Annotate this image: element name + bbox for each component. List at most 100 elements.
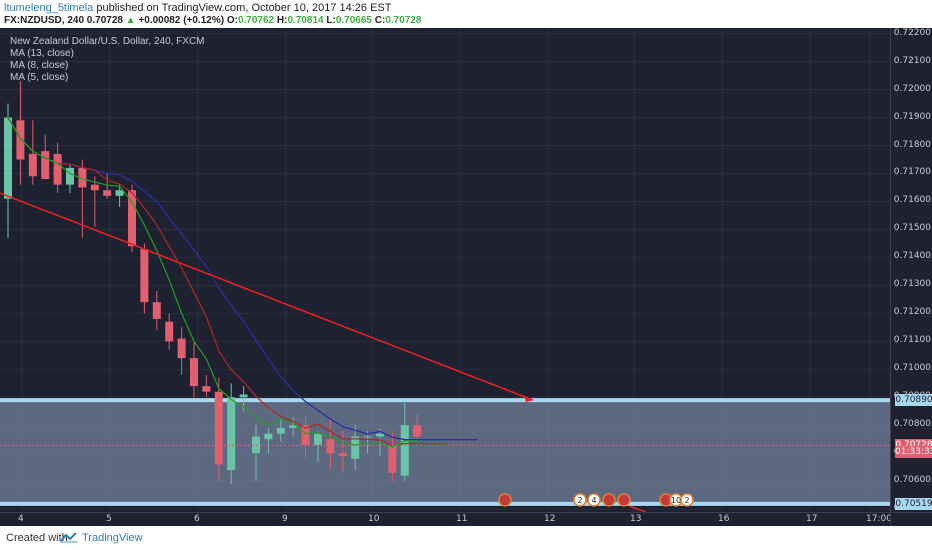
time-tick-label: 11 bbox=[456, 514, 468, 524]
event-marker[interactable] bbox=[602, 493, 616, 507]
candle-body bbox=[214, 391, 223, 465]
event-marker[interactable] bbox=[498, 493, 512, 507]
price-tick-label: 0.71000 bbox=[893, 363, 931, 374]
event-marker-icon bbox=[498, 493, 512, 507]
event-marker-icon bbox=[573, 493, 587, 507]
price-tick-label: 0.71900 bbox=[893, 111, 931, 122]
tradingview-brand-link[interactable]: TradingView bbox=[82, 532, 143, 544]
candle-body bbox=[41, 151, 50, 180]
price-badge: 01:33:33 bbox=[895, 445, 932, 458]
up-arrow-icon: ▲ bbox=[125, 15, 136, 26]
time-tick-label: 5 bbox=[106, 514, 112, 524]
event-marker-count: 10 bbox=[671, 496, 681, 505]
price-badge: 0.70890 bbox=[895, 394, 932, 407]
candle-body bbox=[16, 120, 25, 160]
time-tick-label: 12 bbox=[544, 514, 556, 524]
event-marker[interactable]: 2 bbox=[573, 493, 587, 507]
price-tick-label: 0.72000 bbox=[893, 83, 931, 94]
candle-body bbox=[152, 302, 161, 319]
time-tick-label: 17:00 bbox=[866, 514, 892, 524]
trendline-arrow-icon bbox=[524, 395, 533, 403]
candle-body bbox=[103, 190, 112, 196]
symbol-label[interactable]: FX:NZDUSD, 240 bbox=[4, 15, 85, 26]
candle-body bbox=[90, 184, 99, 191]
event-marker[interactable]: 10 bbox=[669, 493, 683, 507]
candle-body bbox=[400, 425, 409, 476]
time-tick-label: 16 bbox=[718, 514, 730, 524]
price-tick-label: 0.71700 bbox=[893, 167, 931, 178]
candle-body bbox=[128, 190, 136, 247]
price-tick-label: 0.71600 bbox=[893, 195, 931, 206]
candle-body bbox=[78, 167, 87, 188]
close-value: 0.70728 bbox=[385, 15, 422, 26]
tradingview-logo-icon[interactable] bbox=[60, 532, 78, 543]
trendline-lower bbox=[629, 505, 647, 512]
price-tick-label: 0.71300 bbox=[893, 279, 931, 290]
publish-line: ltumeleng_5timela published on TradingVi… bbox=[4, 2, 392, 14]
price-tick-label: 0.70600 bbox=[893, 475, 931, 486]
candle-body bbox=[252, 436, 260, 454]
event-marker[interactable]: 4 bbox=[587, 493, 601, 507]
price-tick-label: 0.70800 bbox=[893, 419, 931, 430]
candle-body bbox=[326, 439, 335, 454]
high-value: 0.70814 bbox=[287, 15, 324, 26]
candle-body bbox=[140, 249, 149, 303]
candle-body bbox=[276, 428, 285, 434]
event-marker[interactable]: 2 bbox=[680, 493, 694, 507]
chart-pane[interactable]: 2 4 10 2 bbox=[0, 28, 890, 512]
time-tick-label: 17 bbox=[806, 514, 818, 524]
open-value: 0.70762 bbox=[237, 15, 275, 26]
time-tick-label: 6 bbox=[194, 514, 200, 524]
legend-ma13[interactable]: MA (13, close) bbox=[10, 48, 74, 59]
candle-body bbox=[190, 358, 198, 387]
event-marker-count: 2 bbox=[684, 496, 689, 505]
event-marker-count: 4 bbox=[591, 496, 596, 505]
candle-body bbox=[115, 190, 124, 196]
event-marker-icon bbox=[617, 493, 631, 507]
price-tick-label: 0.71400 bbox=[893, 251, 931, 262]
candle-body bbox=[165, 321, 174, 342]
price-tick-label: 0.71200 bbox=[893, 307, 931, 318]
chart-header: ltumeleng_5timela published on TradingVi… bbox=[0, 0, 932, 28]
time-axis[interactable]: 4 5 6 9 10 11 12 13 16 17 17:00 bbox=[0, 512, 892, 527]
created-with-label: Created with bbox=[6, 532, 68, 544]
candle-body bbox=[53, 153, 62, 185]
candle-body bbox=[289, 425, 298, 429]
candle-body bbox=[338, 453, 347, 457]
candle-body bbox=[363, 436, 372, 438]
close-label: C: bbox=[374, 15, 386, 26]
event-marker-icon bbox=[602, 493, 616, 507]
candle-body bbox=[239, 394, 248, 398]
candle-body bbox=[202, 386, 211, 392]
legend-ma8[interactable]: MA (8, close) bbox=[10, 60, 69, 71]
event-marker-count: 2 bbox=[577, 496, 582, 505]
trendline bbox=[0, 192, 534, 401]
event-marker[interactable] bbox=[617, 493, 631, 507]
candle-body bbox=[301, 425, 310, 445]
price-axis[interactable]: 0.72200 0.72100 0.72000 0.71900 0.71800 0.717… bbox=[890, 27, 932, 513]
ma5-line bbox=[7, 117, 418, 448]
candle-body bbox=[388, 444, 397, 473]
price-tick-label: 0.71800 bbox=[893, 139, 931, 150]
price-badge: 0.70519 bbox=[895, 497, 932, 510]
last-price: 0.70728 bbox=[86, 15, 123, 26]
low-value: 0.70665 bbox=[335, 15, 372, 26]
time-tick-label: 10 bbox=[368, 514, 380, 524]
candle-body bbox=[177, 338, 186, 359]
axis-corner bbox=[890, 512, 932, 527]
price-tick-label: 0.72100 bbox=[893, 55, 931, 66]
event-marker-icon bbox=[680, 493, 694, 507]
legend-title: New Zealand Dollar/U.S. Dollar, 240, FXC… bbox=[10, 36, 205, 47]
candlestick-plot[interactable]: 2 4 10 2 bbox=[0, 28, 890, 512]
candle-body bbox=[264, 433, 273, 440]
legend-ma5[interactable]: MA (5, close) bbox=[10, 72, 69, 83]
candle-body bbox=[227, 397, 236, 471]
candle-body bbox=[4, 117, 12, 199]
publish-info: published on TradingView.com, October 10… bbox=[93, 2, 392, 14]
author-link[interactable]: ltumeleng_5timela bbox=[4, 2, 94, 14]
candle-body bbox=[28, 153, 37, 177]
candle-body bbox=[66, 167, 74, 185]
price-tick-label: 0.72200 bbox=[893, 27, 931, 38]
candle-body bbox=[314, 433, 322, 445]
candle-body bbox=[413, 425, 422, 437]
